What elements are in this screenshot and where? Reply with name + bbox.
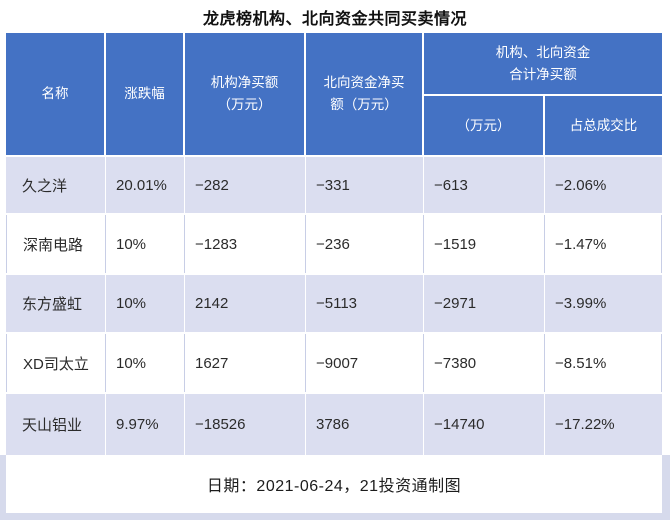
page-title: 龙虎榜机构、北向资金共同买卖情况 [202,10,467,28]
cell-change: 10% [106,334,185,392]
cell-ratio: −2.06% [555,176,607,194]
table-row: 深南电路 10% −1283 −236 −1519 −1.47% [6,213,662,273]
cell-change: 10% [106,275,185,332]
table-row: 天山铝业 9.97% −18526 3786 −14740 −17.22% [6,392,662,455]
date-source-note: 日期：2021-06-24，21投资通制图 [6,455,662,513]
cell-northbound: −236 [306,215,424,273]
cell-name: 东方盛虹 [6,275,106,332]
table-row: 久之洋 20.01% −282 −331 −613 −2.06% [6,155,662,213]
cell-combined: −7380 [424,334,545,392]
cell-name: 深南电路 [6,215,106,273]
header-combined-amount: （万元） [424,96,545,155]
cell-ratio: −3.99% [555,295,607,312]
cell-ratio: −1.47% [545,215,662,273]
header-group-combined-net-buy: 机构、北向资金 合计净买额 [424,33,662,96]
cell-institution: −18526 [185,394,306,455]
footer-band: 日期：2021-06-24，21投资通制图 [0,455,670,520]
cell-combined: −613 [424,157,545,213]
header-institution-net-buy: 机构净买额 （万元） [185,33,306,155]
cell-northbound: −331 [306,157,424,213]
cell-combined: −2971 [424,275,545,332]
header-name: 名称 [6,33,106,155]
cell-name: XD司太立 [6,334,106,392]
cell-change: 20.01% [106,157,185,213]
cell-name: 久之洋 [6,157,106,213]
table-row: XD司太立 10% 1627 −9007 −7380 −8.51% [6,332,662,392]
cell-ratio: −8.51% [545,334,662,392]
cell-northbound: −5113 [306,275,424,332]
cell-northbound: −9007 [306,334,424,392]
cell-institution: 2142 [185,275,306,332]
cell-change: 9.97% [106,394,185,455]
cell-institution: −1283 [185,215,306,273]
cell-name: 天山铝业 [6,394,106,455]
cell-combined: −14740 [424,394,545,455]
table-row: 东方盛虹 10% 2142 −5113 −2971 −3.99% [6,273,662,332]
cell-northbound: 3786 [306,394,424,455]
cell-institution: −282 [185,157,306,213]
header-change-pct: 涨跌幅 [106,33,185,155]
title-bar: 龙虎榜机构、北向资金共同买卖情况 [0,0,670,33]
header-turnover-ratio: 占总成交比 [569,117,638,133]
cell-combined: −1519 [424,215,545,273]
cell-institution: 1627 [185,334,306,392]
header-northbound-net-buy: 北向资金净买 额（万元） [306,33,424,155]
cell-ratio: −17.22% [555,416,615,433]
cell-change: 10% [106,215,185,273]
table-header: 名称 涨跌幅 机构净买额 （万元） 北向资金净买 额（万元） 机构、北向资金 合… [6,33,662,155]
data-table: 名称 涨跌幅 机构净买额 （万元） 北向资金净买 额（万元） 机构、北向资金 合… [6,33,662,455]
